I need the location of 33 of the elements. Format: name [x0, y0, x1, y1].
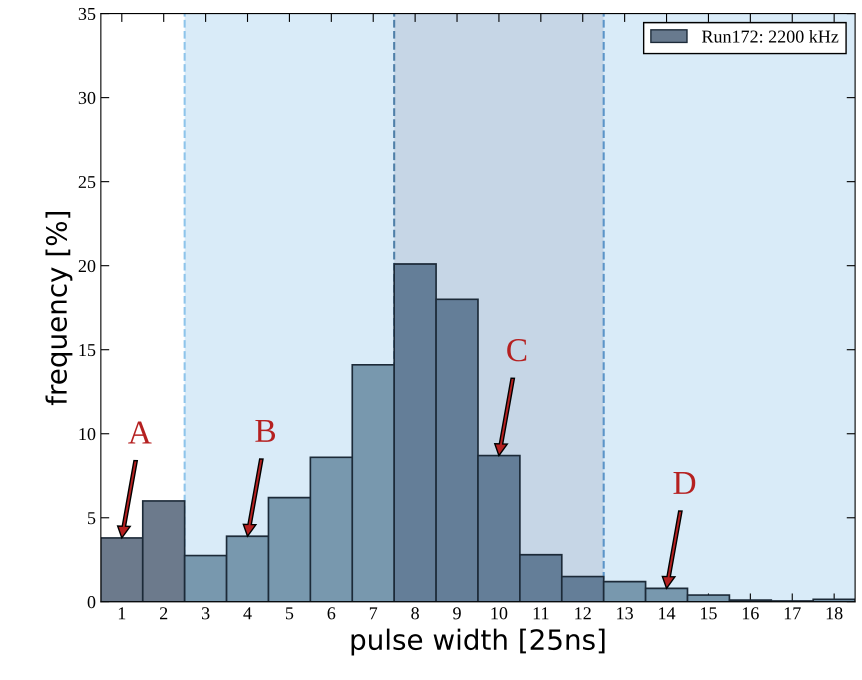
x-tick-label: 4 [243, 607, 252, 620]
y-tick-label: 0 [88, 596, 96, 608]
x-tick-label: 1 [118, 607, 126, 620]
x-tick-label: 16 [742, 607, 759, 620]
annotation: B [255, 420, 276, 442]
x-tick-label: 8 [411, 607, 419, 620]
x-tick-label: 10 [491, 607, 508, 620]
y-tick-label: 30 [78, 92, 96, 104]
y-tick-label: 10 [80, 428, 96, 440]
x-tick-label: 9 [453, 607, 461, 620]
annotation: D [673, 472, 696, 494]
y-tick-label: 35 [78, 8, 96, 20]
y-tick-label: 25 [78, 176, 96, 188]
x-tick-label: 7 [370, 607, 378, 620]
x-tick-label: 6 [328, 607, 336, 620]
x-tick-label: 13 [617, 607, 633, 620]
x-tick-label: 15 [701, 607, 717, 620]
x-tick-label: 3 [202, 607, 210, 620]
x-tick-label: 11 [534, 607, 548, 620]
y-tick-label: 20 [78, 260, 96, 272]
x-axis-title: pulse width [25ns] [352, 628, 605, 656]
y-tick-label: 15 [80, 344, 96, 356]
x-tick-label: 5 [286, 607, 294, 620]
x-tick-label: 17 [784, 607, 801, 620]
x-tick-label: 2 [160, 607, 168, 620]
annotation: A [128, 421, 152, 444]
x-tick-label: 12 [575, 607, 591, 620]
x-tick-label: 14 [659, 607, 676, 620]
x-tick-label: 18 [826, 607, 842, 620]
legend-label: Run172: 2200 kHz [702, 30, 838, 43]
y-axis-title: frequency [%] [46, 212, 72, 406]
y-tick-label: 5 [88, 512, 96, 524]
annotation: C [507, 339, 526, 362]
